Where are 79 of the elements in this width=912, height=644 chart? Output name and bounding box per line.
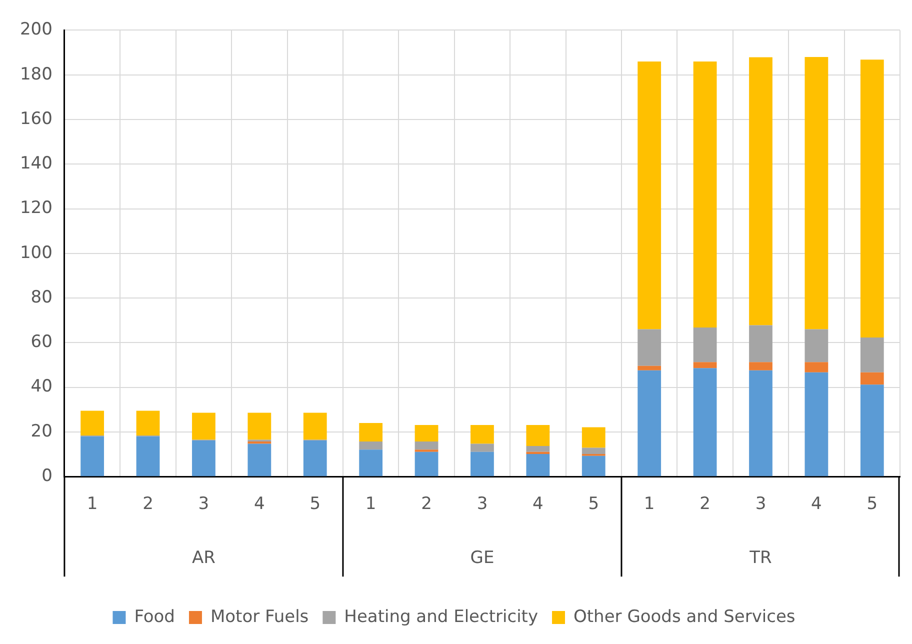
x-tick-label: 2 [421, 494, 432, 514]
x-tick-label: 3 [755, 494, 766, 514]
y-tick-label: 60 [30, 332, 52, 352]
bar [582, 456, 606, 476]
y-tick-label: 120 [20, 198, 52, 218]
x-tick-label: 4 [254, 494, 265, 514]
bar [804, 329, 828, 362]
x-tick-label: 5 [588, 494, 600, 514]
bar [749, 370, 772, 476]
bar [80, 436, 104, 476]
bar [526, 446, 550, 452]
bar [414, 425, 438, 442]
bar [303, 412, 327, 440]
bar [526, 425, 550, 446]
y-tick-label: 80 [30, 287, 52, 308]
y-tick-label: 40 [30, 376, 52, 397]
bar [526, 452, 550, 454]
y-tick-label: 0 [42, 466, 52, 486]
bar [414, 442, 438, 450]
bar [192, 412, 216, 440]
legend-label: Heating and Electricity [344, 606, 538, 627]
bar [749, 57, 772, 326]
bar [804, 56, 828, 330]
text: TR [748, 548, 772, 568]
legend-label: Food [134, 606, 175, 627]
bar [80, 410, 104, 436]
bar [136, 436, 160, 476]
bar [582, 427, 606, 448]
bar [414, 452, 438, 476]
bar [359, 450, 383, 476]
bar [248, 412, 272, 440]
bar [470, 425, 494, 444]
legend-label: Other Goods and Services [574, 606, 796, 627]
bar [638, 61, 662, 330]
text: GE [470, 548, 494, 568]
bar [638, 370, 662, 476]
bar [359, 423, 383, 442]
bar [470, 444, 494, 452]
x-tick-label: 4 [811, 494, 822, 514]
bar [860, 60, 884, 338]
bar [693, 362, 717, 368]
bar [303, 440, 327, 476]
x-tick-label: 3 [476, 494, 488, 514]
bar [693, 328, 717, 362]
x-tick-label: 4 [532, 494, 544, 514]
y-tick-label: 100 [20, 242, 52, 263]
bar [749, 325, 772, 362]
bar [192, 440, 216, 476]
bar [860, 372, 884, 385]
bar [749, 362, 772, 370]
bar [693, 61, 717, 328]
x-tick-label: 2 [142, 494, 154, 514]
bar [693, 368, 717, 476]
bar [860, 338, 884, 372]
x-tick-label: 3 [198, 494, 210, 514]
bar [359, 442, 383, 450]
bar [638, 366, 662, 370]
y-tick-label: 140 [20, 154, 52, 174]
bar [136, 410, 160, 436]
bar [582, 448, 606, 454]
x-tick-label: 2 [700, 494, 710, 514]
bar [860, 384, 884, 476]
bar [804, 362, 828, 372]
y-tick-label: 200 [20, 20, 52, 40]
x-tick-label: 5 [310, 494, 321, 514]
bar [470, 452, 494, 476]
x-tick-label: 1 [86, 494, 98, 514]
y-tick-label: 20 [30, 421, 52, 442]
text: AR [192, 548, 216, 568]
bar [638, 329, 662, 366]
y-tick-label: 160 [20, 108, 52, 129]
bar [248, 444, 272, 476]
x-tick-label: 1 [644, 494, 655, 514]
legend-label: Motor Fuels [210, 606, 309, 627]
x-tick-label: 5 [866, 494, 878, 514]
bar [526, 454, 550, 476]
y-tick-label: 180 [20, 64, 52, 84]
x-tick-label: 1 [365, 494, 376, 514]
bar [804, 372, 828, 476]
